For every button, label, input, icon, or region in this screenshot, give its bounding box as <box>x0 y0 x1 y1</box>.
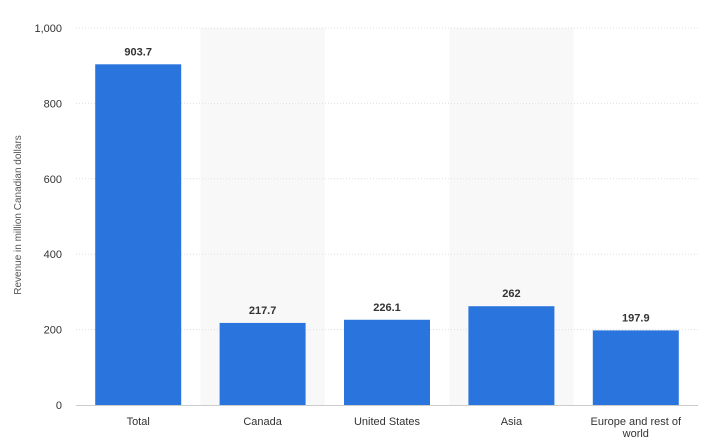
bar <box>344 319 430 405</box>
data-label: 197.9 <box>622 312 650 324</box>
bar <box>219 322 306 405</box>
x-tick-label: Asia <box>501 416 523 428</box>
y-axis-ticks: 0 200 400 600 800 1,000 <box>34 23 62 412</box>
x-tick-label: Total <box>127 416 150 428</box>
bars <box>95 64 679 405</box>
y-tick-label: 800 <box>44 98 62 110</box>
bar <box>592 330 679 405</box>
data-label: 226.1 <box>373 302 401 314</box>
y-tick-label: 200 <box>44 325 62 337</box>
bar <box>468 306 555 405</box>
bar <box>95 64 182 405</box>
y-axis-label: Revenue in million Canadian dollars <box>13 135 24 295</box>
x-tick-label: Canada <box>243 416 282 428</box>
data-label: 217.7 <box>249 305 277 317</box>
data-label: 262 <box>502 288 520 300</box>
y-tick-label: 400 <box>44 249 62 261</box>
x-axis-categories: Total Canada United States Asia Europe and r… <box>127 416 682 440</box>
data-label: 903.7 <box>124 46 152 58</box>
x-tick-label: Europe and rest of world <box>591 416 682 440</box>
y-tick-label: 0 <box>56 400 62 412</box>
y-tick-label: 600 <box>44 174 62 186</box>
x-tick-label: United States <box>354 416 421 428</box>
data-labels: 903.7 217.7 226.1 262 197.9 <box>124 46 649 324</box>
y-tick-label: 1,000 <box>34 23 62 35</box>
